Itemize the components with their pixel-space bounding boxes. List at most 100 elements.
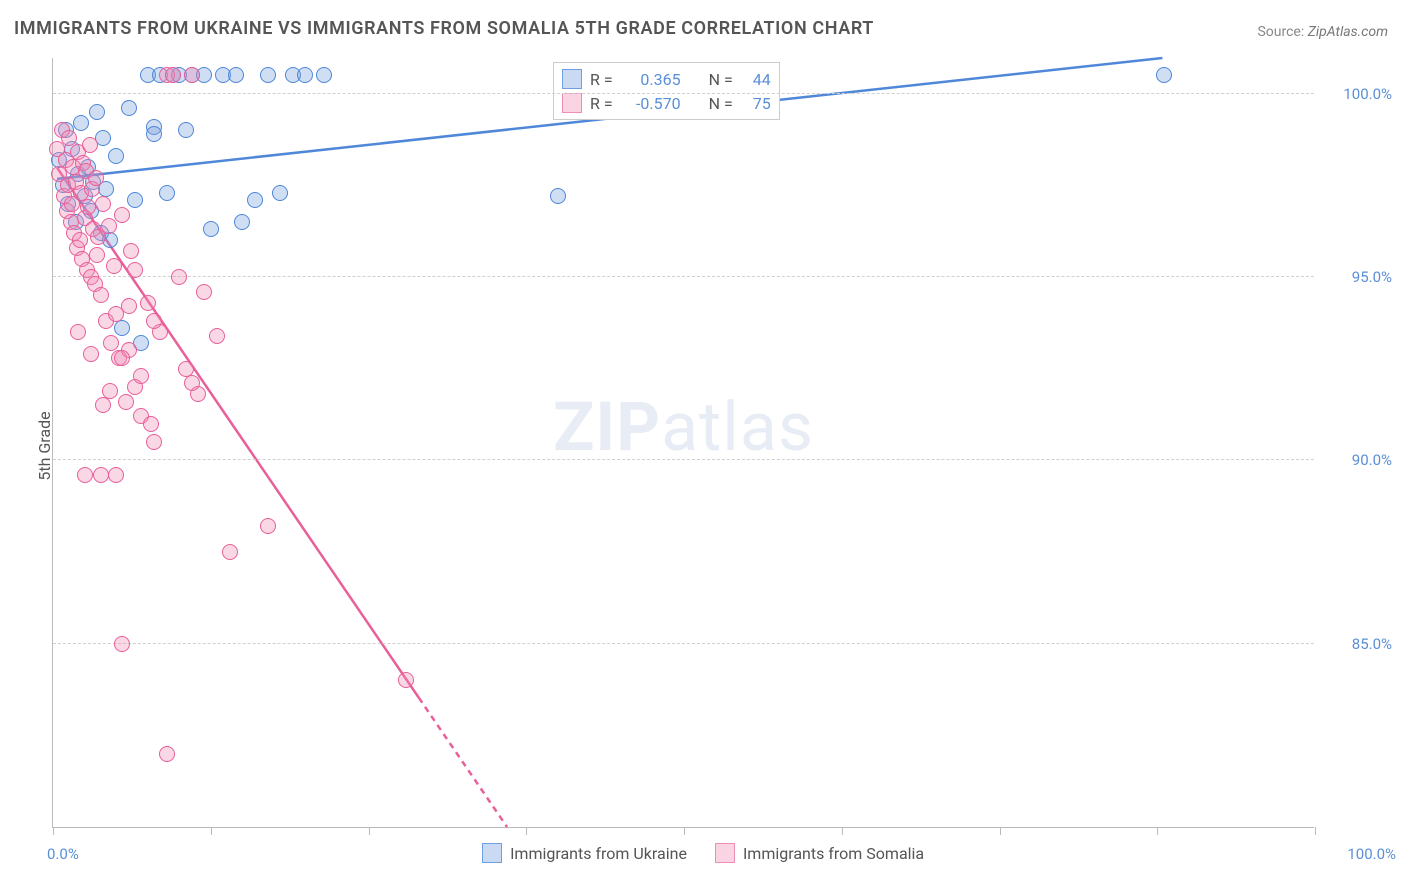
x-tick bbox=[211, 827, 212, 835]
watermark-rest: atlas bbox=[661, 387, 814, 467]
ukraine-marker bbox=[550, 188, 566, 204]
ukraine-marker bbox=[95, 130, 111, 146]
somalia-marker bbox=[260, 518, 276, 534]
legend-item-ukraine: Immigrants from Ukraine bbox=[482, 843, 687, 863]
somalia-marker bbox=[146, 313, 162, 329]
somalia-marker bbox=[103, 335, 119, 351]
somalia-marker bbox=[114, 207, 130, 223]
y-tick-label: 100.0% bbox=[1343, 85, 1392, 103]
ukraine-marker bbox=[260, 67, 276, 83]
gridline bbox=[53, 276, 1314, 277]
somalia-marker bbox=[95, 397, 111, 413]
somalia-marker bbox=[118, 394, 134, 410]
somalia-marker bbox=[178, 361, 194, 377]
somalia-marker bbox=[127, 262, 143, 278]
somalia-marker bbox=[101, 218, 117, 234]
ukraine-r-value: 0.365 bbox=[621, 70, 681, 89]
somalia-series-label: Immigrants from Somalia bbox=[743, 844, 924, 863]
ukraine-marker bbox=[1156, 67, 1172, 83]
ukraine-marker bbox=[316, 67, 332, 83]
legend-item-somalia: Immigrants from Somalia bbox=[715, 843, 924, 863]
x-tick bbox=[1157, 827, 1158, 835]
ukraine-marker bbox=[178, 122, 194, 138]
x-tick bbox=[526, 827, 527, 835]
somalia-marker bbox=[165, 67, 181, 83]
somalia-trendline-extrapolated bbox=[419, 698, 507, 827]
somalia-marker bbox=[93, 467, 109, 483]
x-tick bbox=[842, 827, 843, 835]
source-attribution: Source: ZipAtlas.com bbox=[1257, 24, 1388, 40]
somalia-marker bbox=[184, 375, 200, 391]
ukraine-marker bbox=[234, 214, 250, 230]
x-axis-min-label: 0.0% bbox=[47, 845, 79, 863]
somalia-marker bbox=[146, 434, 162, 450]
somalia-marker bbox=[123, 243, 139, 259]
somalia-marker bbox=[222, 544, 238, 560]
somalia-marker bbox=[143, 416, 159, 432]
somalia-swatch-icon bbox=[562, 93, 582, 113]
somalia-marker bbox=[133, 368, 149, 384]
somalia-marker bbox=[114, 350, 130, 366]
plot-area: ZIPatlas R =0.365N =44R =-0.570N =75 Imm… bbox=[52, 58, 1314, 828]
x-tick bbox=[53, 827, 54, 835]
ukraine-marker bbox=[73, 115, 89, 131]
somalia-marker bbox=[121, 298, 137, 314]
somalia-marker bbox=[398, 672, 414, 688]
source-label: Source: bbox=[1257, 24, 1304, 40]
x-tick bbox=[369, 827, 370, 835]
gridline bbox=[53, 93, 1314, 94]
somalia-marker bbox=[95, 196, 111, 212]
somalia-marker bbox=[102, 383, 118, 399]
ukraine-marker bbox=[228, 67, 244, 83]
trend-lines bbox=[53, 58, 1314, 827]
ukraine-marker bbox=[203, 221, 219, 237]
somalia-marker bbox=[108, 467, 124, 483]
r-label: R = bbox=[590, 70, 613, 89]
series-legend: Immigrants from Ukraine Immigrants from S… bbox=[482, 843, 924, 863]
watermark-bold: ZIP bbox=[553, 387, 661, 467]
ukraine-marker bbox=[121, 100, 137, 116]
ukraine-series-label: Immigrants from Ukraine bbox=[510, 844, 687, 863]
ukraine-marker bbox=[159, 185, 175, 201]
somalia-marker bbox=[196, 284, 212, 300]
r-label: R = bbox=[590, 94, 613, 113]
somalia-marker bbox=[184, 67, 200, 83]
y-tick-label: 90.0% bbox=[1352, 451, 1392, 469]
somalia-marker bbox=[159, 746, 175, 762]
gridline bbox=[53, 643, 1314, 644]
x-tick bbox=[1315, 827, 1316, 835]
ukraine-marker bbox=[247, 192, 263, 208]
somalia-marker bbox=[89, 247, 105, 263]
x-tick bbox=[684, 827, 685, 835]
somalia-marker bbox=[80, 199, 96, 215]
source-value: ZipAtlas.com bbox=[1308, 24, 1388, 40]
ukraine-marker bbox=[108, 148, 124, 164]
x-axis-max-label: 100.0% bbox=[1347, 845, 1396, 863]
ukraine-swatch-icon bbox=[562, 69, 582, 89]
somalia-marker bbox=[209, 328, 225, 344]
somalia-r-value: -0.570 bbox=[621, 94, 681, 113]
ukraine-swatch-icon bbox=[482, 843, 502, 863]
x-tick bbox=[1000, 827, 1001, 835]
y-tick-label: 85.0% bbox=[1352, 635, 1392, 653]
correlation-chart: IMMIGRANTS FROM UKRAINE VS IMMIGRANTS FR… bbox=[0, 0, 1406, 892]
legend-row-somalia: R =-0.570N =75 bbox=[562, 91, 771, 115]
n-label: N = bbox=[709, 70, 733, 89]
legend-row-ukraine: R = 0.365 N = 44 bbox=[562, 67, 771, 91]
gridline bbox=[53, 459, 1314, 460]
somalia-marker bbox=[93, 287, 109, 303]
chart-title: IMMIGRANTS FROM UKRAINE VS IMMIGRANTS FR… bbox=[14, 18, 874, 39]
y-tick-label: 95.0% bbox=[1352, 268, 1392, 286]
ukraine-marker bbox=[297, 67, 313, 83]
somalia-marker bbox=[88, 170, 104, 186]
ukraine-marker bbox=[89, 104, 105, 120]
ukraine-marker bbox=[272, 185, 288, 201]
somalia-marker bbox=[61, 130, 77, 146]
watermark: ZIPatlas bbox=[553, 387, 814, 467]
ukraine-n-value: 44 bbox=[741, 70, 771, 89]
ukraine-marker bbox=[127, 192, 143, 208]
somalia-marker bbox=[114, 636, 130, 652]
somalia-marker bbox=[77, 467, 93, 483]
n-label: N = bbox=[709, 94, 733, 113]
somalia-swatch-icon bbox=[715, 843, 735, 863]
